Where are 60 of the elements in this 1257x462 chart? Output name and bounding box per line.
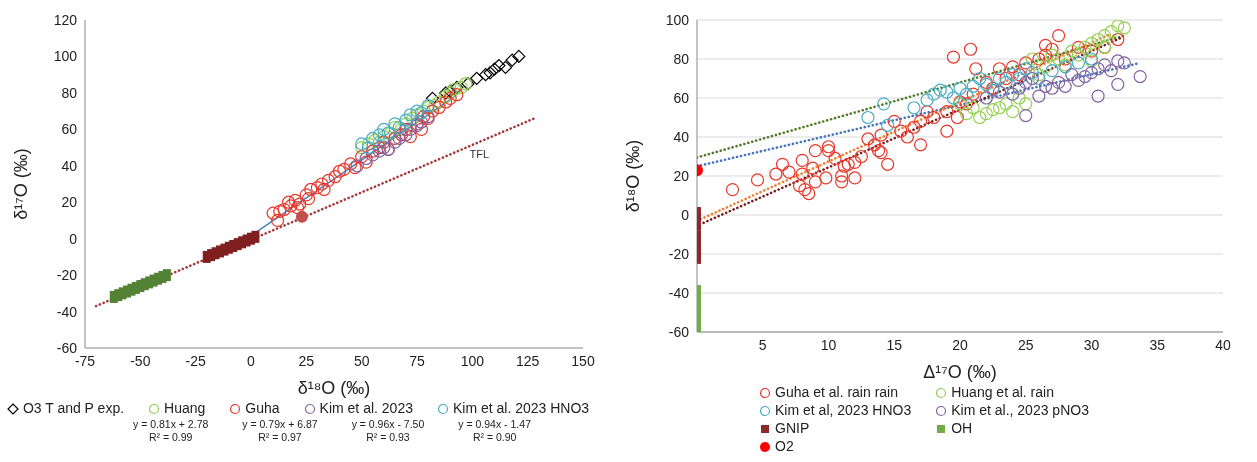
legend-label: Kim et al, 2023 HNO3 — [774, 402, 912, 418]
x-tick-label: 125 — [515, 352, 540, 369]
y-tick-label: -40 — [56, 303, 78, 320]
legend-label: Kim et al. 2023 HNO3 — [451, 400, 590, 416]
legend-label: GNIP — [774, 420, 811, 436]
y-tick-label: 100 — [53, 48, 78, 65]
x-axis-title: Δ¹⁷O (‰) — [923, 362, 997, 382]
text: y = 0.81x + 2.78 — [133, 418, 209, 431]
x-tick-label: -50 — [130, 352, 151, 369]
y-tick-label: 60 — [61, 121, 78, 138]
y-axis-title: δ¹⁷O (‰) — [11, 148, 32, 220]
text: y = 0.94x - 1.47 — [458, 418, 531, 431]
y-tick-label: -20 — [56, 267, 78, 284]
x-tick-label: 25 — [1017, 336, 1034, 353]
y-tick-label: 100 — [665, 11, 690, 28]
legend-label: Huang et al. rain — [950, 384, 1055, 400]
x-tick-label: 20 — [952, 336, 968, 353]
y-tick-label: 20 — [61, 194, 78, 211]
x-tick-label: 5 — [758, 336, 767, 353]
y-tick-label: -60 — [668, 323, 690, 340]
series-label: TFL — [469, 148, 490, 161]
text: y = 0.96x - 7.50 — [351, 418, 425, 431]
y-tick-label: 40 — [673, 128, 690, 145]
text: R² = 0.90 — [471, 431, 518, 444]
legend-label: Guha — [244, 400, 280, 416]
legend-label: Kim et al. 2023 — [318, 400, 413, 416]
x-tick-label: -25 — [185, 352, 206, 369]
x-axis-title: δ¹⁸O (‰) — [297, 378, 371, 398]
legend-label: Huang — [163, 400, 206, 416]
legend-label: O2 — [774, 438, 795, 454]
x-tick-label: 75 — [409, 352, 425, 369]
text: y = 0.79x + 6.87 — [242, 418, 318, 431]
legend-label: OH — [950, 420, 974, 436]
x-tick-label: 15 — [886, 336, 903, 353]
x-tick-label: 35 — [1149, 336, 1166, 353]
x-tick-label: 150 — [571, 352, 595, 369]
y-tick-label: 0 — [69, 230, 78, 247]
y-tick-label: 120 — [53, 11, 78, 28]
y-tick-label: 40 — [61, 157, 78, 174]
text: R² = 0.97 — [257, 431, 303, 444]
text: R² = 0.99 — [147, 431, 194, 444]
x-tick-label: 0 — [247, 352, 256, 369]
y-tick-label: 80 — [673, 50, 690, 67]
legend-label: O3 T and P exp. — [21, 400, 125, 416]
y-tick-label: 60 — [673, 89, 690, 106]
legend-label: Guha et al. rain rain — [774, 384, 899, 400]
y-tick-label: -20 — [668, 245, 690, 262]
x-tick-label: 50 — [353, 352, 370, 369]
legend-label: Kim et al., 2023 pNO3 — [950, 402, 1089, 418]
y-tick-label: 80 — [61, 84, 78, 101]
text: R² = 0.93 — [365, 431, 411, 444]
y-tick-label: -40 — [668, 284, 690, 301]
x-tick-label: 30 — [1083, 336, 1100, 353]
x-tick-label: 10 — [820, 336, 837, 353]
y-axis-title: δ¹⁸O (‰) — [623, 139, 644, 213]
x-tick-label: 40 — [1215, 336, 1231, 353]
x-tick-label: 25 — [298, 352, 315, 369]
x-tick-label: 100 — [460, 352, 485, 369]
y-tick-label: 0 — [681, 206, 690, 223]
y-tick-label: 20 — [673, 167, 690, 184]
